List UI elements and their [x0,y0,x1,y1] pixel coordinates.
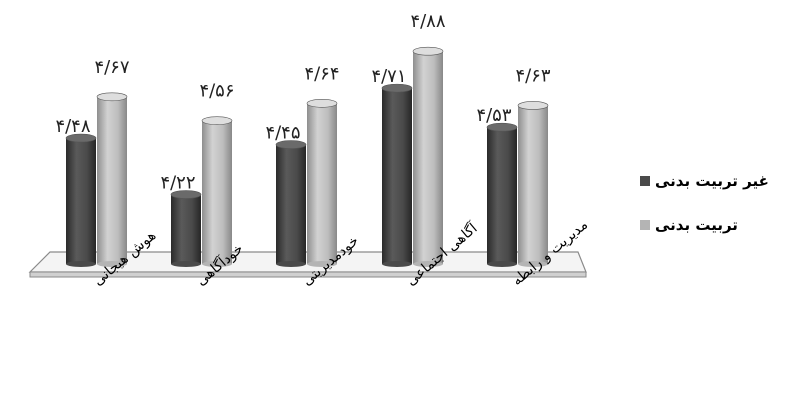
bar-body [97,96,127,264]
bar-body [307,103,337,264]
data-label: ۴/۵۶ [199,81,234,102]
data-label: ۴/۴۸ [55,116,90,137]
bar-base [276,261,306,267]
bar-base [66,261,96,267]
bar-body [487,127,517,264]
bar-non-pe-5 [486,122,518,267]
bar-body [66,138,96,264]
bar-body [518,105,548,264]
bar-body [276,144,306,264]
bar-pe-3 [306,99,338,267]
data-label: ۴/۷۱ [371,66,406,87]
bar-base [307,261,337,267]
bar-pe-5 [517,101,549,267]
bar-body [413,51,443,265]
bar-cap [412,46,444,56]
bar-non-pe-4 [381,83,413,267]
bar-pe-2 [201,116,233,267]
bar-cap [201,116,233,125]
legend-label: غیر تربیت بدنی [655,172,769,190]
bar-body [202,120,232,264]
legend-swatch [640,176,650,186]
legend-label: تربیت بدنی [655,216,738,234]
bar-base [97,261,127,267]
bar-pe-4 [412,46,444,267]
bar-non-pe-2 [170,190,202,267]
bar-cap [381,83,413,93]
bar-base [518,261,548,267]
bar-cap [275,140,307,149]
bar-base [202,261,232,267]
bars-layer [65,46,549,267]
bar-body [382,88,412,264]
data-labels-layer: ۴/۴۸ ۴/۶۷ ۴/۲۲ ۴/۵۶ ۴/۴۵ ۴/۶۴ ۴/۷۱ ۴/۸۸ ۴/۵۳۴/۶۳ [55,11,550,193]
bar-cap [170,190,202,199]
data-label: ۴/۲۲ [160,173,195,194]
data-label: ۴/۵۳ [476,105,511,126]
bar-base [382,261,412,267]
bar-base [171,261,201,267]
bar-base [487,261,517,267]
bar-non-pe-1 [65,133,97,267]
floor-front [29,271,587,278]
data-label: ۴/۸۸ [410,11,445,32]
bar-pe-1 [96,92,128,267]
bar-non-pe-3 [275,140,307,267]
bar-body [171,194,201,264]
data-label: ۴/۴۵ [265,123,300,144]
data-label: ۴/۶۴ [304,63,339,84]
data-label: ۴/۶۳ [515,65,550,86]
bar-cap [517,101,549,110]
bar-cap [96,92,128,102]
bar-cap [65,133,97,143]
legend: غیر تربیت بدنی تربیت بدنی [640,172,769,234]
bar-base [413,261,443,267]
legend-swatch [640,220,650,230]
bar-cap [486,122,518,132]
bar-cap [306,99,338,108]
data-label: ۴/۶۷ [94,57,129,78]
